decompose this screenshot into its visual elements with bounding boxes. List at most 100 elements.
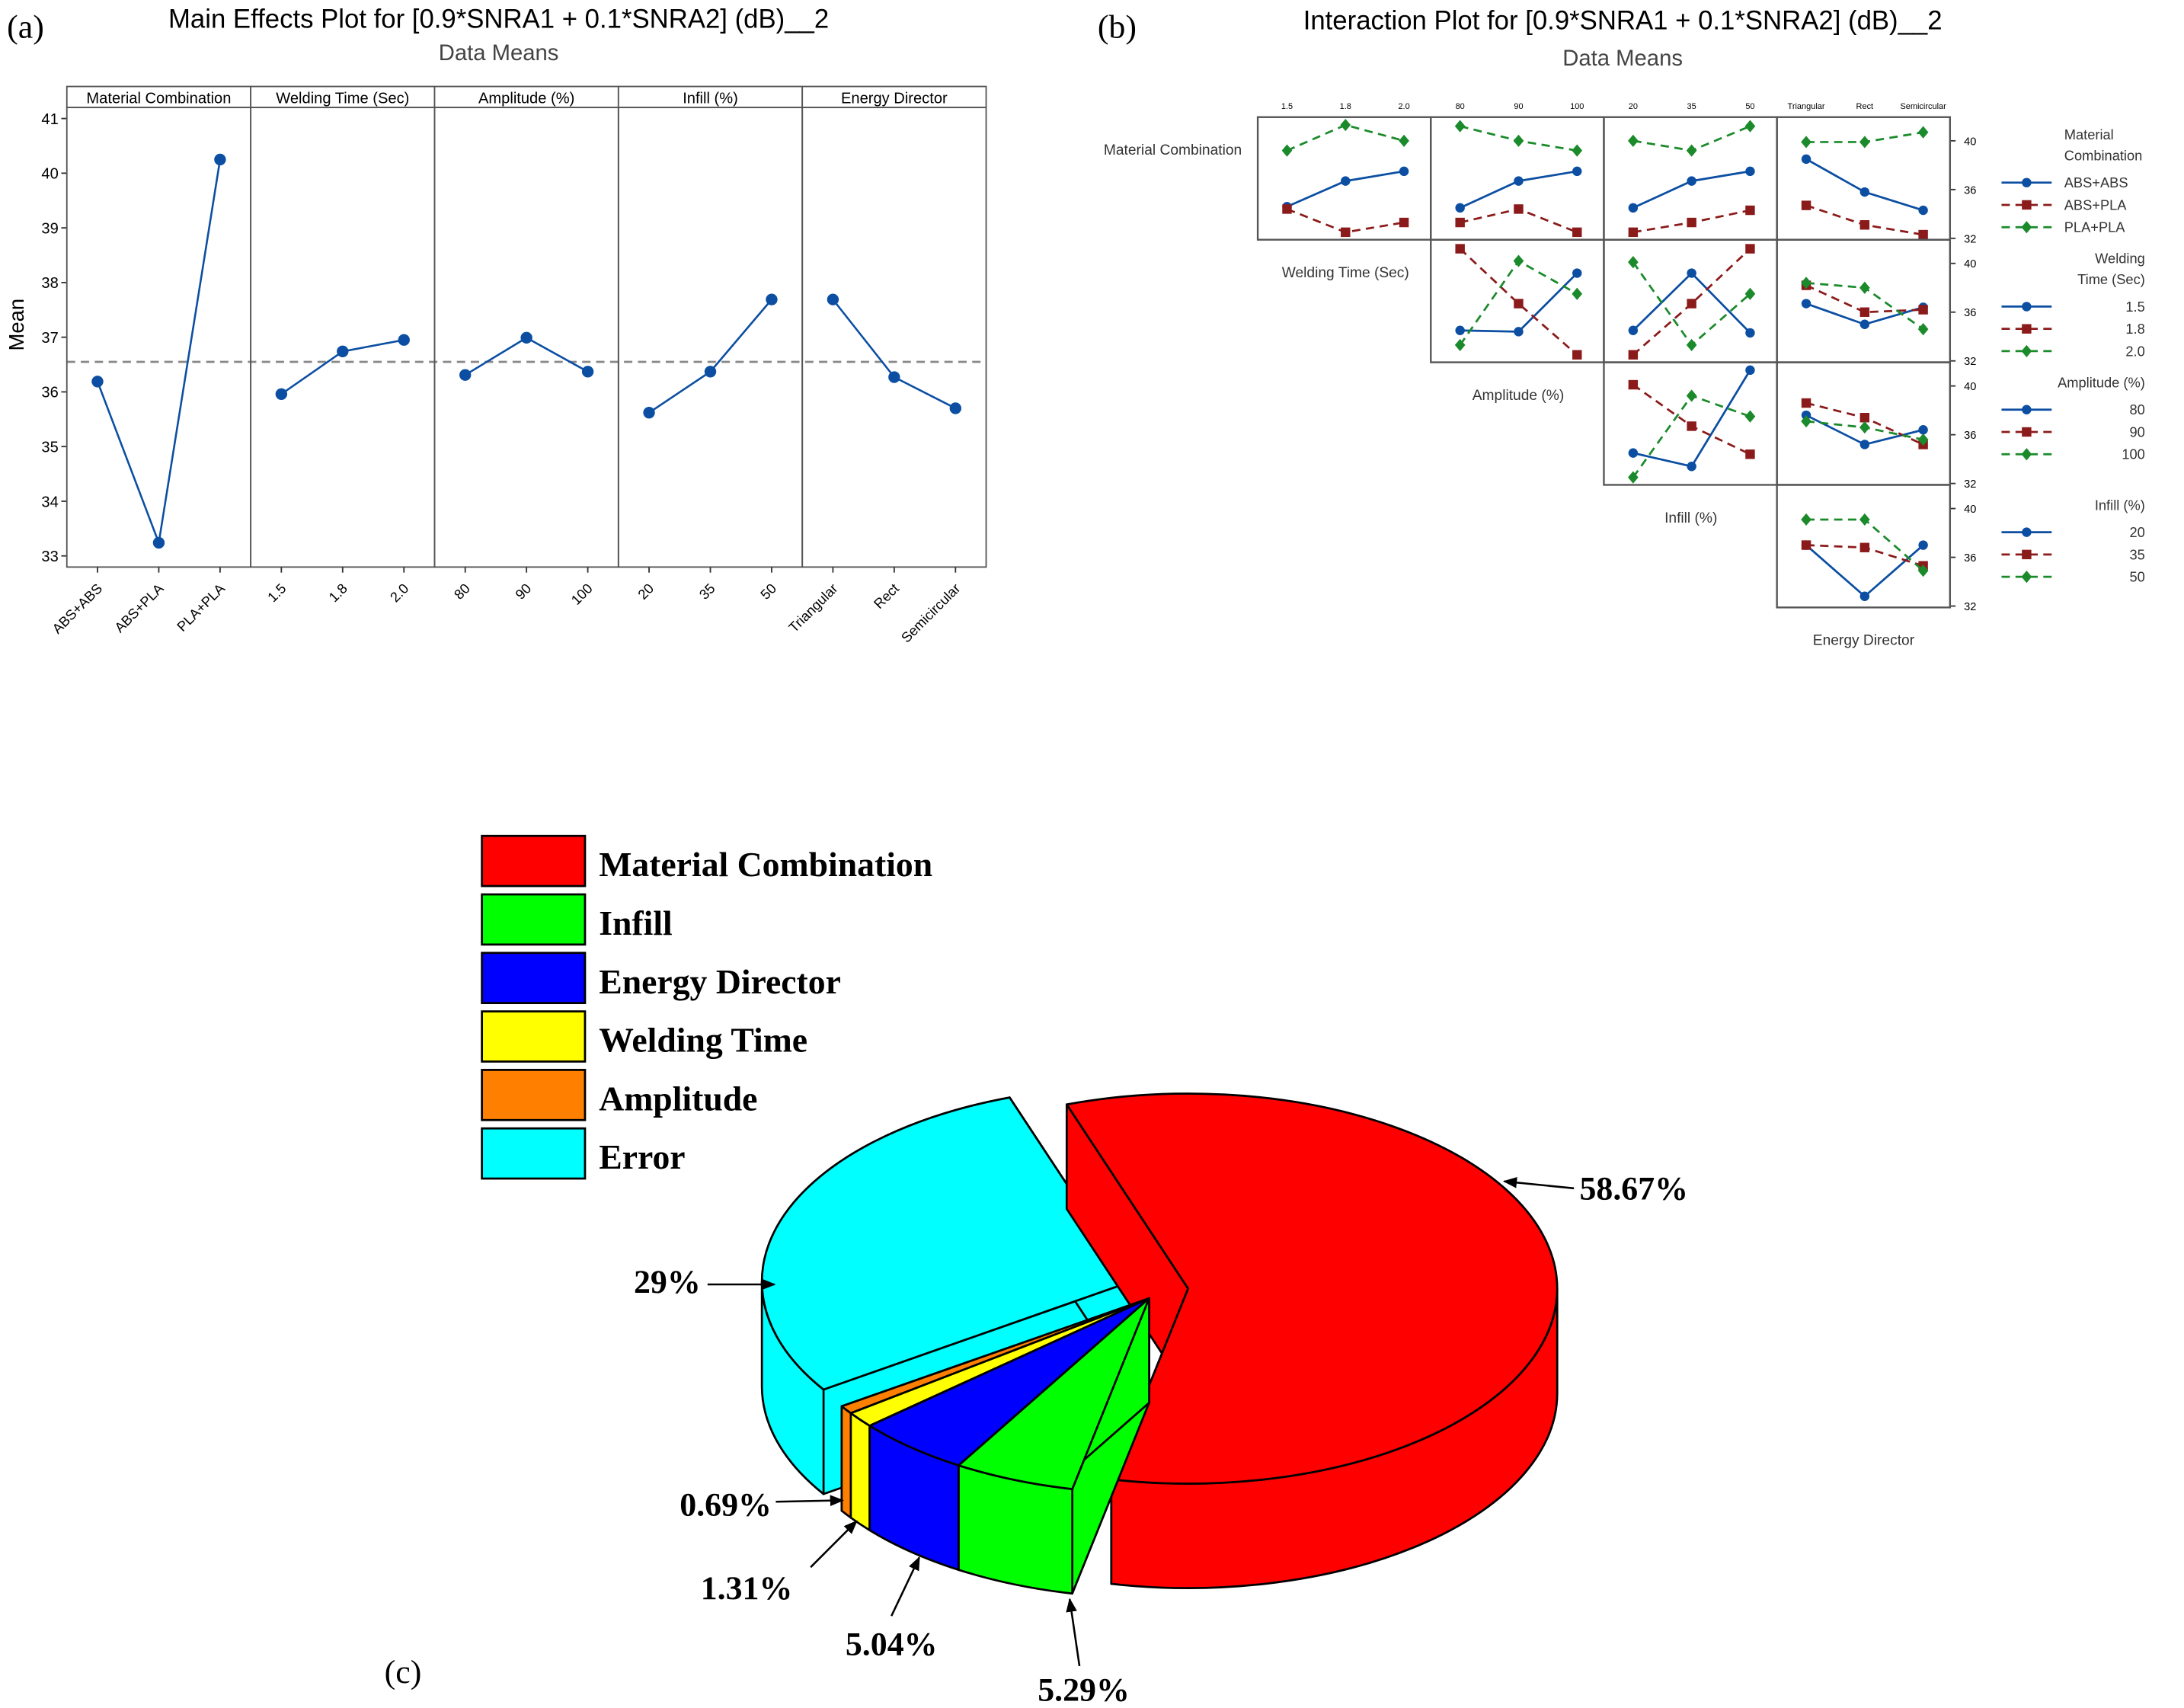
interaction-cell [1776, 484, 1952, 609]
data-point [581, 366, 594, 378]
top-level-label: 50 [1745, 102, 1754, 111]
legend-label: 1.5 [2125, 299, 2144, 315]
data-point [643, 407, 655, 419]
label-arrow [1502, 1177, 1575, 1190]
factor-label: Material Combination [1104, 142, 1242, 158]
x-tick-label: 100 [568, 581, 595, 608]
interaction-subtitle: Data Means [1562, 46, 1683, 71]
data-point [1801, 277, 1811, 289]
interaction-line [1805, 544, 1924, 598]
data-point [1341, 176, 1351, 186]
data-point [1628, 256, 1639, 269]
data-point [1744, 120, 1756, 133]
data-point [1514, 204, 1524, 214]
y-tick-label: 40 [1964, 258, 1976, 270]
top-level-label: 2.0 [1398, 102, 1409, 111]
data-point [1918, 229, 1928, 240]
x-tick-label: 1.8 [325, 581, 350, 606]
data-point [1917, 433, 1929, 446]
facet-panel [617, 107, 804, 568]
data-point [766, 293, 778, 305]
data-point [1514, 327, 1524, 337]
x-tick-label: 35 [695, 581, 718, 603]
data-point [1628, 203, 1639, 213]
data-point [1859, 136, 1870, 149]
y-tick-label: 32 [1964, 601, 1976, 613]
y-tick-label: 38 [41, 275, 58, 292]
main-effects-subtitle: Data Means [439, 41, 559, 66]
panel-label-c: (c) [385, 1654, 422, 1690]
data-point [1514, 299, 1524, 309]
top-level-label: Semicircular [1900, 102, 1946, 111]
data-point [1686, 144, 1697, 157]
legend-title: Welding [2095, 251, 2145, 267]
legend-title: Amplitude (%) [2058, 374, 2145, 390]
y-tick-label: 37 [41, 330, 58, 347]
factor-label: Energy Director [1813, 633, 1915, 649]
legend-2: Welding Time (Sec) 1.5 1.8 2.0 [2001, 251, 2145, 359]
data-point [1859, 542, 1870, 552]
pie-slice-top [958, 1297, 1150, 1491]
data-point [1628, 379, 1639, 390]
legend-label: ABS+ABS [2064, 174, 2128, 190]
y-tick-label: 36 [1964, 184, 1976, 197]
data-point [827, 293, 839, 305]
data-point [1572, 166, 1582, 177]
data-point [1455, 325, 1465, 335]
main-effects-title: Main Effects Plot for [0.9*SNRA1 + 0.1*S… [168, 5, 829, 34]
data-point [1687, 421, 1696, 431]
data-point [459, 369, 472, 381]
data-point [1687, 217, 1696, 228]
data-point [1686, 338, 1697, 352]
data-point [1687, 268, 1696, 278]
data-point [1801, 299, 1811, 309]
data-point [1455, 217, 1465, 228]
data-point [1859, 281, 1870, 294]
x-tick-label: 50 [757, 581, 779, 603]
x-tick-label: ABS+PLA [111, 580, 167, 635]
interaction-title: Interaction Plot for [0.9*SNRA1 + 0.1*SN… [1303, 7, 1943, 36]
effect-line [648, 299, 772, 414]
interaction-line [1459, 248, 1578, 356]
data-point [1745, 449, 1755, 459]
legend-marker [2021, 344, 2032, 358]
data-point [1859, 513, 1870, 526]
x-tick-label: PLA+PLA [174, 580, 229, 635]
data-point [1281, 144, 1293, 157]
data-point [949, 402, 961, 414]
data-point [1859, 307, 1870, 317]
factor-label: Welding Time (Sec) [1282, 265, 1409, 281]
top-level-label: 20 [1629, 102, 1638, 111]
label-arrow [810, 1520, 858, 1569]
data-point [1687, 462, 1696, 472]
data-point [1918, 205, 1928, 216]
x-tick-label: 2.0 [387, 581, 412, 606]
top-level-label: 1.8 [1340, 102, 1351, 111]
y-tick-label: 36 [1964, 307, 1976, 319]
data-point [1859, 421, 1870, 434]
legend-marker [2021, 448, 2032, 461]
data-point [1628, 471, 1639, 484]
pie-data-label: 29% [634, 1264, 701, 1300]
legend-swatch [481, 1010, 587, 1063]
pie-data-label: 5.04% [846, 1626, 938, 1662]
legend-label: Infill [599, 904, 673, 942]
legend-label: 35 [2129, 546, 2144, 562]
data-point [91, 376, 104, 388]
x-tick-label: Semicircular [898, 581, 964, 646]
y-tick-label: 40 [1964, 504, 1976, 516]
pie-data-label: 1.31% [701, 1570, 793, 1607]
legend-label: ABS+PLA [2064, 197, 2128, 213]
data-point [1917, 323, 1929, 336]
legend-label: 50 [2129, 569, 2144, 585]
data-point [1687, 176, 1696, 186]
legend-label: Amplitude [599, 1079, 757, 1118]
legend-label: Error [599, 1137, 685, 1176]
pie-data-label: 5.29% [1038, 1672, 1130, 1708]
data-point [152, 536, 165, 549]
data-point [520, 331, 532, 344]
data-point [704, 366, 717, 378]
top-level-label: 35 [1687, 102, 1696, 111]
data-point [1917, 565, 1929, 577]
label-arrow [775, 1495, 845, 1507]
